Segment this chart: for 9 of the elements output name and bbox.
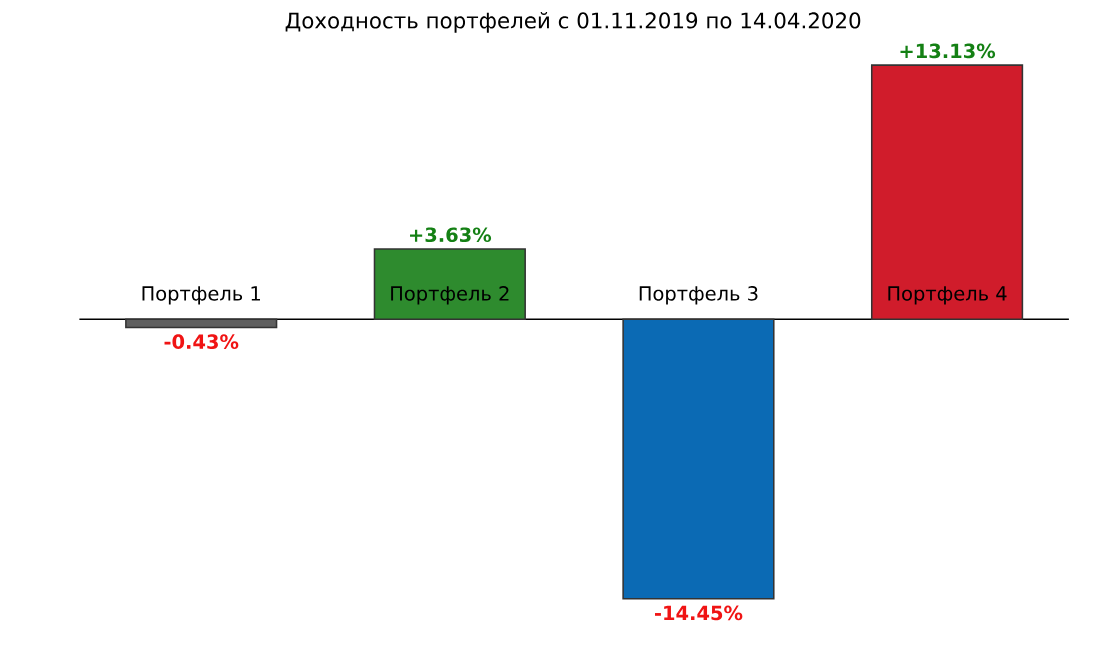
data-label: +13.13% <box>900 43 996 59</box>
chart-title: Доходность портфелей с 01.11.2019 по 14.04.2020 <box>285 11 861 33</box>
data-label: -0.43% <box>164 334 239 349</box>
x-tick-label: Портфель 4 <box>888 286 1007 305</box>
x-tick-label: Портфель 3 <box>639 285 758 305</box>
x-tick-label: Портфель 2 <box>391 285 509 305</box>
data-label: +3.63% <box>410 227 492 242</box>
x-tick-label: Портфель 1 <box>142 286 260 305</box>
data-label: -14.45% <box>654 605 743 621</box>
